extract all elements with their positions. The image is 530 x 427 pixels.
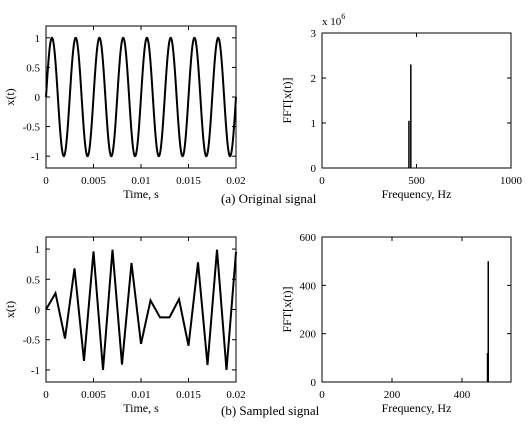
x-tick-label: 0.005 [81, 175, 106, 187]
y-tick-label: 2 [311, 73, 317, 85]
x-tick-label: 0 [319, 389, 325, 401]
x-axis-label: Time, s [123, 187, 159, 201]
chart-sampled_fft: 0 200 400 0 200 400 600 Frequency, Hz FFT[x(t)] [280, 232, 512, 415]
x-tick-label: 400 [454, 389, 471, 401]
y-tick-label: -1 [31, 151, 40, 163]
y-tick-label: 0.5 [26, 274, 40, 286]
y-tick-label: -0.5 [23, 335, 41, 347]
x-tick-label: 500 [408, 175, 425, 187]
y-tick-label: 600 [300, 232, 317, 244]
x-tick-label: 0.01 [131, 175, 150, 187]
series-line [45, 36, 237, 158]
x-axis-label: Time, s [123, 401, 159, 415]
chart-orig_fft: 0 500 1000 0 1 2 3 Frequency, Hz FFT[x(t)] x 106 [280, 12, 523, 201]
y-axis-label: x(t) [3, 301, 17, 318]
y-tick-label: 3 [311, 28, 317, 40]
chart-sampled_time: 0 0.005 0.01 0.015 0.02 -1 -0.5 0 0.5 1 Time, s x(t… [3, 236, 246, 415]
series-line [45, 249, 237, 371]
x-tick-label: 0.02 [226, 175, 245, 187]
y-tick-label: -0.5 [23, 122, 41, 134]
caption-sampled: (b) Sampled signal [221, 403, 320, 418]
x-tick-label: 0 [43, 389, 49, 401]
caption-original: (a) Original signal [221, 191, 317, 206]
y-tick-label: 200 [300, 329, 317, 341]
y-tick-label: 1 [35, 33, 41, 45]
x-axis-label: Frequency, Hz [382, 187, 452, 201]
y-axis-label: FFT[x(t)] [280, 78, 294, 124]
y-tick-label: 0 [35, 92, 41, 104]
y-tick-label: 0 [311, 163, 317, 175]
y-tick-label: 0 [311, 377, 317, 389]
x-tick-label: 0.01 [131, 389, 150, 401]
x-tick-label: 1000 [500, 175, 523, 187]
y-axis-label: FFT[x(t)] [280, 287, 294, 333]
x-tick-label: 200 [384, 389, 401, 401]
plot-frame [321, 32, 512, 169]
y-tick-label: 1 [35, 244, 41, 256]
y-tick-label: 0.5 [26, 62, 40, 74]
plot-frame [321, 236, 512, 383]
y-tick-label: 1 [311, 118, 317, 130]
x-tick-label: 0.005 [81, 389, 106, 401]
x-axis-label: Frequency, Hz [382, 401, 452, 415]
y-multiplier-exp: 6 [341, 12, 345, 21]
chart-orig_time: 0 0.005 0.01 0.015 0.02 -1 -0.5 0 0.5 1 Time, s x(t… [3, 25, 246, 201]
y-multiplier: x 106 [322, 12, 345, 28]
x-tick-label: 0.015 [176, 175, 201, 187]
y-tick-label: 400 [300, 280, 317, 292]
x-tick-label: 0.015 [176, 389, 201, 401]
x-tick-label: 0.02 [226, 389, 245, 401]
y-multiplier-base: x 10 [322, 16, 342, 28]
y-tick-label: 0 [35, 305, 41, 317]
x-tick-label: 0 [43, 175, 49, 187]
x-tick-label: 0 [319, 175, 325, 187]
y-tick-label: -1 [31, 365, 40, 377]
y-axis-label: x(t) [3, 88, 17, 105]
